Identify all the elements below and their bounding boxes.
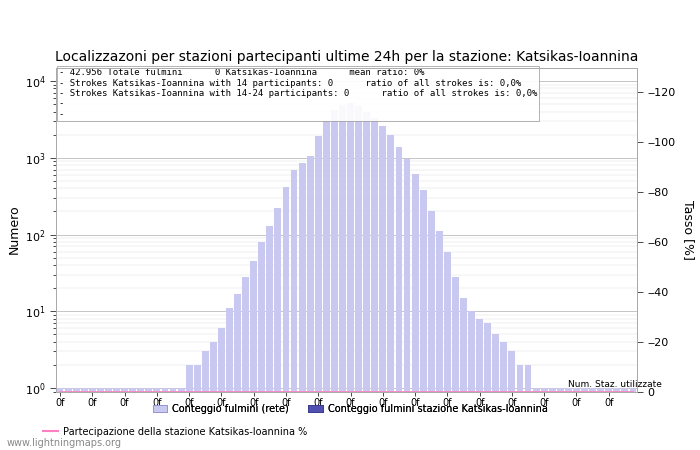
Bar <box>468 311 475 450</box>
Bar <box>97 388 104 450</box>
Bar <box>517 365 524 450</box>
Bar <box>323 121 330 450</box>
Bar <box>186 365 192 450</box>
Bar <box>541 388 547 450</box>
Bar <box>589 388 596 450</box>
Bar <box>251 261 257 450</box>
Bar <box>460 298 467 450</box>
Bar <box>299 163 305 450</box>
Bar <box>169 388 176 450</box>
Bar <box>363 112 370 450</box>
Bar <box>162 388 169 450</box>
Bar <box>355 106 362 450</box>
Bar <box>105 388 112 450</box>
Text: - 42.956 Totale fulmini      0 Katsikas-Ioannina      mean ratio: 0%
- Strokes K: - 42.956 Totale fulmini 0 Katsikas-Ioann… <box>59 68 538 119</box>
Bar <box>202 351 209 450</box>
Bar <box>137 388 144 450</box>
Bar <box>64 388 71 450</box>
Bar <box>395 147 402 450</box>
Bar <box>121 388 128 450</box>
Bar <box>258 242 265 450</box>
Bar <box>153 388 160 450</box>
Bar <box>234 293 241 450</box>
Bar <box>533 388 540 450</box>
Bar <box>130 388 136 450</box>
Bar <box>606 388 612 450</box>
Bar <box>613 388 620 450</box>
Bar <box>444 252 451 450</box>
Text: www.lightningmaps.org: www.lightningmaps.org <box>7 438 122 448</box>
Bar <box>452 277 459 450</box>
Bar <box>178 388 185 450</box>
Bar <box>379 126 386 450</box>
Bar <box>412 174 419 450</box>
Bar <box>492 334 499 450</box>
Bar <box>274 208 281 450</box>
Bar <box>557 388 564 450</box>
Bar <box>89 388 96 450</box>
Bar <box>226 308 233 450</box>
Bar <box>307 156 314 450</box>
Bar <box>500 342 508 450</box>
Bar <box>57 388 64 450</box>
Bar <box>290 170 298 450</box>
Bar <box>339 105 346 450</box>
Bar <box>549 388 556 450</box>
Bar <box>622 388 629 450</box>
Bar <box>573 388 580 450</box>
Bar <box>508 351 515 450</box>
Bar <box>476 319 483 450</box>
Bar <box>629 388 636 450</box>
Bar <box>267 226 273 450</box>
Legend: Conteggio fulmini (rete), Conteggio fulmini stazione Katsikas-Ioannina: Conteggio fulmini (rete), Conteggio fulm… <box>148 400 552 418</box>
Bar <box>146 388 152 450</box>
Text: Num. Staz. utilizzate: Num. Staz. utilizzate <box>568 380 662 389</box>
Y-axis label: Numero: Numero <box>8 205 20 254</box>
Bar <box>597 388 604 450</box>
Bar <box>581 388 588 450</box>
Bar <box>420 190 426 450</box>
Bar <box>73 388 80 450</box>
Bar <box>404 159 410 450</box>
Legend: Partecipazione della stazione Katsikas-Ioannina %: Partecipazione della stazione Katsikas-I… <box>39 423 311 441</box>
Bar <box>428 212 435 450</box>
Bar <box>565 388 572 450</box>
Bar <box>283 188 289 450</box>
Title: Localizzazoni per stazioni partecipanti ultime 24h per la stazione: Katsikas-Ioa: Localizzazoni per stazioni partecipanti … <box>55 50 638 63</box>
Bar <box>388 135 394 450</box>
Bar <box>218 328 225 450</box>
Bar <box>194 365 201 450</box>
Bar <box>436 231 442 450</box>
Bar <box>210 342 217 450</box>
Bar <box>484 323 491 450</box>
Bar <box>315 136 322 450</box>
Bar <box>80 388 88 450</box>
Bar <box>242 277 249 450</box>
Y-axis label: Tasso [%]: Tasso [%] <box>682 199 695 260</box>
Bar <box>331 110 338 450</box>
Bar <box>347 104 354 450</box>
Bar <box>113 388 120 450</box>
Bar <box>371 118 378 450</box>
Bar <box>524 365 531 450</box>
